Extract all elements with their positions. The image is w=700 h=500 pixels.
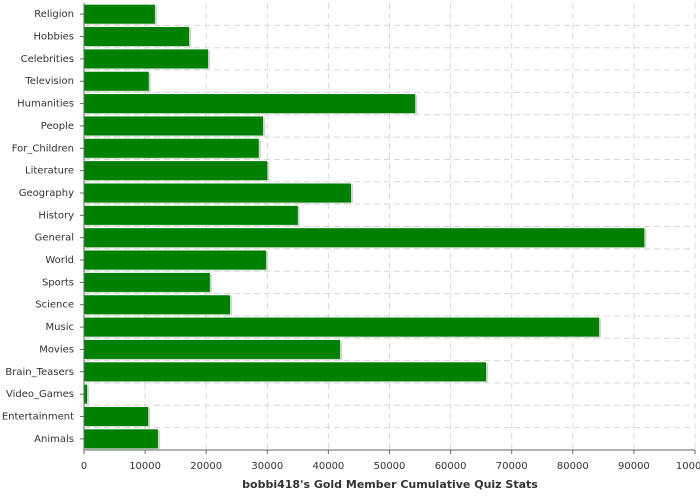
x-tick-label: 90000 [618,461,650,472]
x-tick-label: 60000 [435,461,467,472]
y-tick-label: History [38,210,74,221]
y-tick-label: Geography [19,188,74,199]
x-tick-label: 30000 [251,461,283,472]
bar [84,406,149,426]
bar [84,49,209,69]
bar [84,317,600,337]
y-tick-label: Movies [39,344,74,355]
bar [84,384,88,404]
x-tick-label: 80000 [557,461,589,472]
y-tick-label: General [35,233,74,244]
x-tick-label: 0 [81,461,87,472]
bar [84,161,268,181]
chart-title: bobbi418's Gold Member Cumulative Quiz S… [242,478,538,491]
bar [84,4,155,24]
y-tick-label: Humanities [17,99,74,110]
bar [84,228,645,248]
y-tick-label: People [41,121,74,132]
bar [84,339,341,359]
y-tick-label: Hobbies [34,32,74,43]
y-tick-label: Sports [42,277,74,288]
y-tick-label: Animals [34,434,74,445]
y-tick-label: For_Children [12,143,74,154]
bar [84,362,487,382]
bar [84,183,352,203]
bar [84,138,259,158]
bar [84,429,158,449]
y-tick-label: Television [24,76,74,87]
y-tick-label: Video_Games [6,389,74,400]
bar-shadow [86,385,90,405]
bar [84,205,298,225]
x-tick-label: 100000 [676,461,700,472]
y-tick-label: Entertainment [2,411,74,422]
bar [84,295,231,315]
y-tick-label: Celebrities [21,54,74,65]
y-tick-label: Brain_Teasers [5,367,74,378]
bar [84,272,210,292]
y-tick-label: Religion [34,9,74,20]
x-tick-label: 70000 [496,461,528,472]
bar [84,250,267,270]
x-tick-label: 50000 [374,461,406,472]
bar [84,116,264,136]
y-tick-label: World [45,255,74,266]
y-tick-label: Science [35,300,74,311]
x-tick-label: 40000 [312,461,344,472]
bar [84,94,416,114]
x-tick-label: 20000 [190,461,222,472]
y-tick-label: Music [46,322,74,333]
bar [84,27,190,47]
x-tick-label: 10000 [129,461,161,472]
bar [84,71,149,91]
y-tick-label: Literature [25,166,74,177]
